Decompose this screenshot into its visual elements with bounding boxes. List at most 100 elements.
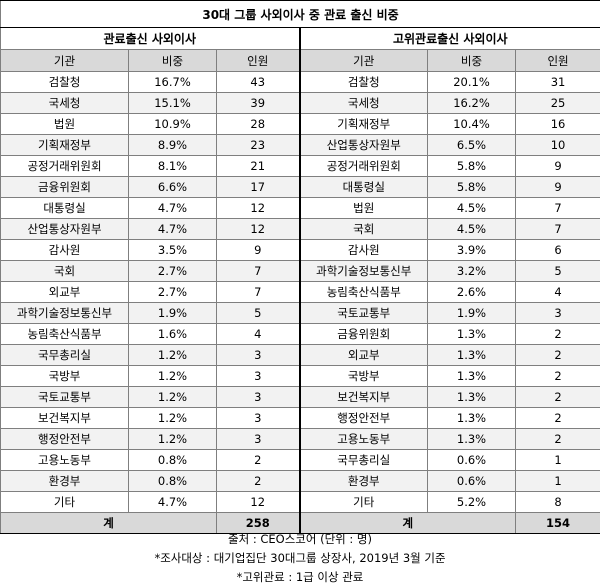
right-count-cell: 31: [514, 71, 600, 93]
right-share-cell: 5.8%: [427, 176, 516, 198]
footnotes: 출처 : CEO스코어 (단위 : 명) *조사대상 : 대기업집단 30대그룹…: [0, 530, 600, 587]
left-agency-cell: 환경부: [0, 470, 129, 492]
source-note: 출처 : CEO스코어 (단위 : 명): [228, 532, 372, 546]
right-agency-cell: 감사원: [298, 239, 428, 261]
left-agency-cell: 법원: [0, 113, 129, 135]
right-agency-cell: 환경부: [298, 470, 428, 492]
total-row: 계 258 계 154: [0, 512, 600, 534]
right-agency-cell: 법원: [298, 197, 428, 219]
right-count-cell: 9: [514, 176, 600, 198]
left-share-cell: 8.9%: [128, 134, 217, 156]
left-share-cell: 0.8%: [128, 449, 217, 471]
right-agency-cell: 공정거래위원회: [298, 155, 428, 177]
table-row: 고용노동부 0.8% 2 국무총리실 0.6% 1: [0, 449, 600, 471]
left-count-cell: 7: [216, 281, 300, 303]
right-agency-cell: 국세청: [298, 92, 428, 114]
left-share-cell: 1.6%: [128, 323, 217, 345]
column-header-row: 기관 비중 인원 기관 비중 인원: [0, 49, 600, 72]
left-share-cell: 1.9%: [128, 302, 217, 324]
right-agency-cell: 보건복지부: [298, 386, 428, 408]
left-share-cell: 4.7%: [128, 197, 217, 219]
table-row: 대통령실 4.7% 12 법원 4.5% 7: [0, 197, 600, 219]
table-title-row: 30대 그룹 사외이사 중 관료 출신 비중: [0, 0, 600, 28]
left-count-cell: 3: [216, 365, 300, 387]
right-count-cell: 10: [514, 134, 600, 156]
table-row: 환경부 0.8% 2 환경부 0.6% 1: [0, 470, 600, 492]
left-share-cell: 3.5%: [128, 239, 217, 261]
left-count-cell: 9: [216, 239, 300, 261]
table-title: 30대 그룹 사외이사 중 관료 출신 비중: [0, 0, 600, 28]
left-share-cell: 1.2%: [128, 407, 217, 429]
left-count-cell: 12: [216, 218, 300, 240]
left-share-cell: 1.2%: [128, 344, 217, 366]
right-agency-cell: 국무총리실: [298, 449, 428, 471]
right-count-cell: 16: [514, 113, 600, 135]
table-row: 국토교통부 1.2% 3 보건복지부 1.3% 2: [0, 386, 600, 408]
right-count-cell: 1: [514, 449, 600, 471]
right-total-count: 154: [514, 512, 600, 534]
left-count-cell: 23: [216, 134, 300, 156]
left-count-cell: 21: [216, 155, 300, 177]
right-count-cell: 2: [514, 386, 600, 408]
comparison-table: 30대 그룹 사외이사 중 관료 출신 비중 관료출신 사외이사 고위관료출신 …: [0, 0, 600, 534]
right-share-cell: 4.5%: [427, 218, 516, 240]
right-agency-cell: 고용노동부: [298, 428, 428, 450]
left-share-cell: 4.7%: [128, 218, 217, 240]
left-total-label: 계: [0, 512, 217, 534]
left-share-cell: 6.6%: [128, 176, 217, 198]
left-share-cell: 1.2%: [128, 428, 217, 450]
left-col-count: 인원: [216, 49, 300, 72]
table-row: 감사원 3.5% 9 감사원 3.9% 6: [0, 239, 600, 261]
left-share-cell: 1.2%: [128, 386, 217, 408]
table-row: 보건복지부 1.2% 3 행정안전부 1.3% 2: [0, 407, 600, 429]
table-row: 국세청 15.1% 39 국세청 16.2% 25: [0, 92, 600, 114]
right-count-cell: 7: [514, 218, 600, 240]
left-count-cell: 3: [216, 344, 300, 366]
right-share-cell: 1.3%: [427, 428, 516, 450]
right-share-cell: 4.5%: [427, 197, 516, 219]
left-agency-cell: 국세청: [0, 92, 129, 114]
right-share-cell: 5.8%: [427, 155, 516, 177]
right-agency-cell: 국토교통부: [298, 302, 428, 324]
right-share-cell: 20.1%: [427, 71, 516, 93]
definition-note: *고위관료 : 1급 이상 관료: [236, 570, 364, 584]
left-agency-cell: 공정거래위원회: [0, 155, 129, 177]
left-agency-cell: 금융위원회: [0, 176, 129, 198]
right-share-cell: 16.2%: [427, 92, 516, 114]
left-count-cell: 7: [216, 260, 300, 282]
right-share-cell: 1.3%: [427, 365, 516, 387]
right-share-cell: 1.9%: [427, 302, 516, 324]
left-agency-cell: 국회: [0, 260, 129, 282]
right-agency-cell: 국회: [298, 218, 428, 240]
left-agency-cell: 국무총리실: [0, 344, 129, 366]
left-agency-cell: 국토교통부: [0, 386, 129, 408]
left-agency-cell: 감사원: [0, 239, 129, 261]
table-row: 국방부 1.2% 3 국방부 1.3% 2: [0, 365, 600, 387]
left-agency-cell: 대통령실: [0, 197, 129, 219]
left-agency-cell: 고용노동부: [0, 449, 129, 471]
left-agency-cell: 국방부: [0, 365, 129, 387]
right-count-cell: 8: [514, 491, 600, 513]
table-row: 외교부 2.7% 7 농림축산식품부 2.6% 4: [0, 281, 600, 303]
left-share-cell: 2.7%: [128, 260, 217, 282]
right-agency-cell: 금융위원회: [298, 323, 428, 345]
right-count-cell: 2: [514, 407, 600, 429]
right-count-cell: 6: [514, 239, 600, 261]
left-col-share: 비중: [128, 49, 217, 72]
right-count-cell: 5: [514, 260, 600, 282]
right-count-cell: 2: [514, 323, 600, 345]
right-total-label: 계: [298, 512, 516, 534]
left-count-cell: 3: [216, 407, 300, 429]
left-count-cell: 12: [216, 197, 300, 219]
table-row: 법원 10.9% 28 기획재정부 10.4% 16: [0, 113, 600, 135]
right-share-cell: 5.2%: [427, 491, 516, 513]
left-share-cell: 10.9%: [128, 113, 217, 135]
right-agency-cell: 기획재정부: [298, 113, 428, 135]
left-count-cell: 2: [216, 470, 300, 492]
left-agency-cell: 산업통상자원부: [0, 218, 129, 240]
right-agency-cell: 대통령실: [298, 176, 428, 198]
left-total-count: 258: [216, 512, 300, 534]
left-share-cell: 15.1%: [128, 92, 217, 114]
left-count-cell: 3: [216, 386, 300, 408]
